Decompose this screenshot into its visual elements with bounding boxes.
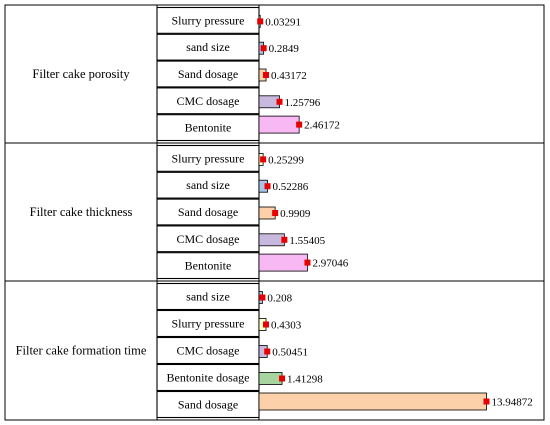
bar-end-marker bbox=[260, 156, 267, 163]
bar-end-marker bbox=[263, 321, 270, 328]
bar-end-marker bbox=[296, 121, 303, 128]
group-label: Filter cake porosity bbox=[32, 67, 130, 81]
factor-label: Sand dosage bbox=[178, 205, 238, 219]
value-label: 2.97046 bbox=[312, 258, 348, 270]
bar-end-marker bbox=[260, 45, 267, 52]
factor-label-box bbox=[156, 390, 260, 419]
factor-label-box bbox=[156, 33, 260, 61]
value-label: 1.25796 bbox=[285, 97, 321, 109]
factor-label-box bbox=[156, 282, 260, 311]
factor-label-box bbox=[156, 87, 260, 115]
group-3: Filter cake formation time sand size 0.208… bbox=[16, 282, 533, 419]
factor-label-box bbox=[156, 6, 260, 34]
factor-label: Sand dosage bbox=[178, 398, 238, 412]
bar-end-marker bbox=[272, 210, 279, 216]
bar-end-marker bbox=[259, 294, 266, 301]
group-label: Filter cake formation time bbox=[16, 344, 147, 358]
chart-groups: Filter cake porosity Slurry pressure 0.032… bbox=[16, 6, 533, 419]
group-label: Filter cake thickness bbox=[30, 205, 133, 219]
value-label: 0.52286 bbox=[273, 181, 309, 193]
value-label: 0.4303 bbox=[271, 320, 302, 332]
value-label: 0.208 bbox=[267, 293, 292, 305]
factor-label: Slurry pressure bbox=[172, 151, 245, 165]
value-label: 0.43172 bbox=[271, 70, 307, 82]
factor-label: sand size bbox=[186, 290, 230, 304]
bar bbox=[258, 392, 487, 411]
factor-label: CMC dosage bbox=[177, 94, 240, 108]
factor-label: CMC dosage bbox=[177, 344, 240, 358]
bar-end-marker bbox=[304, 259, 311, 266]
bar bbox=[258, 372, 283, 385]
factor-label: Bentonite bbox=[185, 121, 232, 135]
group-1: Filter cake porosity Slurry pressure 0.032… bbox=[32, 6, 340, 142]
group-2: Filter cake thickness Slurry pressure 0.25… bbox=[30, 144, 349, 280]
bar-end-marker bbox=[257, 18, 264, 25]
factor-label: sand size bbox=[186, 178, 230, 192]
bar bbox=[258, 115, 300, 134]
bar-end-marker bbox=[276, 98, 283, 105]
bar-end-marker bbox=[263, 72, 270, 78]
factor-label-box bbox=[156, 60, 260, 88]
bar bbox=[258, 95, 280, 109]
factor-label-box bbox=[156, 336, 260, 365]
factor-label-box bbox=[156, 114, 260, 142]
bar-end-marker bbox=[279, 375, 286, 382]
outer-border bbox=[4, 4, 545, 421]
bar bbox=[258, 253, 308, 272]
factor-label-box bbox=[156, 309, 260, 338]
value-label: 0.50451 bbox=[272, 347, 308, 359]
factor-label: Bentonite dosage bbox=[167, 371, 250, 385]
bar bbox=[258, 233, 285, 247]
factor-label: Slurry pressure bbox=[172, 13, 245, 27]
factor-label-box bbox=[156, 144, 260, 172]
factor-label-box bbox=[156, 225, 260, 253]
bar-end-marker bbox=[483, 398, 490, 405]
factor-label-box bbox=[156, 252, 260, 280]
value-label: 0.9909 bbox=[280, 208, 311, 220]
factor-label-box bbox=[156, 171, 260, 199]
value-label: 0.25299 bbox=[268, 154, 304, 166]
factor-label-box bbox=[156, 363, 260, 392]
factor-label: Bentonite bbox=[185, 259, 232, 273]
value-label: 13.94872 bbox=[492, 397, 533, 409]
bar-end-marker bbox=[281, 236, 288, 243]
factor-label: Slurry pressure bbox=[172, 317, 245, 331]
value-label: 2.46172 bbox=[304, 120, 340, 132]
value-label: 0.2849 bbox=[269, 43, 300, 55]
value-label: 1.41298 bbox=[287, 374, 323, 386]
factor-label: Sand dosage bbox=[178, 67, 238, 81]
bar-end-marker bbox=[264, 183, 271, 190]
bar-end-marker bbox=[264, 348, 271, 355]
value-label: 1.55405 bbox=[289, 235, 325, 247]
factor-label: CMC dosage bbox=[177, 232, 240, 246]
factor-label: sand size bbox=[186, 40, 230, 54]
value-label: 0.03291 bbox=[265, 16, 301, 28]
